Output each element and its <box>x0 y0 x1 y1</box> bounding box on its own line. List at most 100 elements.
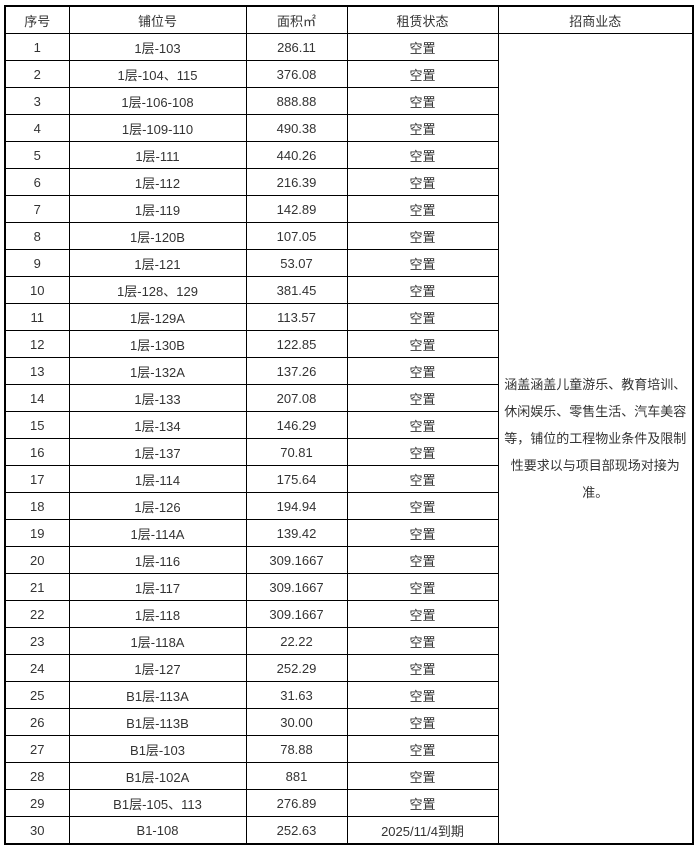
unit-cell: 1层-121 <box>68 249 247 277</box>
seq-cell: 25 <box>4 681 70 709</box>
area-cell: 146.29 <box>245 411 348 439</box>
area-cell: 881 <box>245 762 348 790</box>
area-cell: 142.89 <box>245 195 348 223</box>
status-cell: 空置 <box>346 222 499 250</box>
seq-cell: 27 <box>4 735 70 763</box>
status-cell: 空置 <box>346 546 499 574</box>
area-cell: 381.45 <box>245 276 348 304</box>
seq-cell: 16 <box>4 438 70 466</box>
status-cell: 空置 <box>346 195 499 223</box>
seq-cell: 8 <box>4 222 70 250</box>
table-row: 5 1层-111 440.26 空置 <box>4 141 693 169</box>
area-cell: 175.64 <box>245 465 348 493</box>
status-cell: 空置 <box>346 438 499 466</box>
area-cell: 207.08 <box>245 384 348 412</box>
table-row: 19 1层-114A 139.42 空置 <box>4 519 693 547</box>
seq-cell: 23 <box>4 627 70 655</box>
unit-cell: B1层-113A <box>68 681 247 709</box>
seq-cell: 10 <box>4 276 70 304</box>
area-cell: 107.05 <box>245 222 348 250</box>
header-row: 序号 铺位号 面积㎡ 租赁状态 招商业态 <box>4 5 694 34</box>
table-row: 30 B1-108 252.63 2025/11/4到期 <box>4 816 693 845</box>
status-cell: 空置 <box>346 708 499 736</box>
seq-cell: 28 <box>4 762 70 790</box>
seq-cell: 7 <box>4 195 70 223</box>
status-cell: 空置 <box>346 168 499 196</box>
seq-cell: 26 <box>4 708 70 736</box>
area-cell: 53.07 <box>245 249 348 277</box>
unit-cell: 1层-114A <box>68 519 247 547</box>
status-cell: 空置 <box>346 789 499 817</box>
seq-cell: 24 <box>4 654 70 682</box>
table-row: 27 B1层-103 78.88 空置 <box>4 735 693 763</box>
table-row: 22 1层-118 309.1667 空置 <box>4 600 693 628</box>
status-cell: 空置 <box>346 87 499 115</box>
area-cell: 440.26 <box>245 141 348 169</box>
seq-cell: 22 <box>4 600 70 628</box>
unit-cell: 1层-116 <box>68 546 247 574</box>
table-row: 25 B1层-113A 31.63 空置 <box>4 681 693 709</box>
unit-cell: 1层-126 <box>68 492 247 520</box>
table-row: 7 1层-119 142.89 空置 <box>4 195 693 223</box>
business-type-note: 涵盖涵盖儿童游乐、教育培训、休闲娱乐、零售生活、汽车美容等，铺位的工程物业条件及… <box>504 377 687 500</box>
status-cell: 空置 <box>346 60 499 88</box>
business-type-note-cell: 涵盖涵盖儿童游乐、教育培训、休闲娱乐、零售生活、汽车美容等，铺位的工程物业条件及… <box>497 33 694 845</box>
area-cell: 216.39 <box>245 168 348 196</box>
status-cell: 空置 <box>346 141 499 169</box>
status-cell: 空置 <box>346 654 499 682</box>
area-cell: 888.88 <box>245 87 348 115</box>
table-body: 1 1层-103 286.11 空置 涵盖涵盖儿童游乐、教育培训、休闲娱乐、零售生活、汽… <box>4 33 694 845</box>
table-row: 18 1层-126 194.94 空置 <box>4 492 693 520</box>
status-cell: 空置 <box>346 33 499 61</box>
status-cell: 空置 <box>346 411 499 439</box>
seq-cell: 6 <box>4 168 70 196</box>
area-cell: 122.85 <box>245 330 348 358</box>
table-row: 4 1层-109-110 490.38 空置 <box>4 114 693 142</box>
unit-cell: 1层-104、115 <box>68 60 247 88</box>
seq-cell: 4 <box>4 114 70 142</box>
seq-cell: 15 <box>4 411 70 439</box>
area-cell: 286.11 <box>245 33 348 61</box>
seq-cell: 19 <box>4 519 70 547</box>
seq-cell: 2 <box>4 60 70 88</box>
seq-cell: 13 <box>4 357 70 385</box>
unit-cell: 1层-106-108 <box>68 87 247 115</box>
unit-cell: B1层-102A <box>68 762 247 790</box>
table-row: 8 1层-120B 107.05 空置 <box>4 222 693 250</box>
unit-cell: 1层-118 <box>68 600 247 628</box>
table-row: 20 1层-116 309.1667 空置 <box>4 546 693 574</box>
status-cell: 空置 <box>346 303 499 331</box>
status-cell: 空置 <box>346 357 499 385</box>
seq-cell: 9 <box>4 249 70 277</box>
unit-cell: 1层-129A <box>68 303 247 331</box>
unit-cell: 1层-133 <box>68 384 247 412</box>
unit-cell: 1层-137 <box>68 438 247 466</box>
unit-cell: B1层-105、113 <box>68 789 247 817</box>
status-cell: 空置 <box>346 735 499 763</box>
area-cell: 113.57 <box>245 303 348 331</box>
area-cell: 137.26 <box>245 357 348 385</box>
status-cell: 空置 <box>346 492 499 520</box>
status-cell: 空置 <box>346 465 499 493</box>
status-cell: 空置 <box>346 384 499 412</box>
area-cell: 309.1667 <box>245 600 348 628</box>
table-row: 26 B1层-113B 30.00 空置 <box>4 708 693 736</box>
seq-cell: 14 <box>4 384 70 412</box>
unit-cell: 1层-132A <box>68 357 247 385</box>
area-cell: 194.94 <box>245 492 348 520</box>
table-row: 10 1层-128、129 381.45 空置 <box>4 276 693 304</box>
unit-cell: 1层-117 <box>68 573 247 601</box>
table-row: 9 1层-121 53.07 空置 <box>4 249 693 277</box>
table-row: 24 1层-127 252.29 空置 <box>4 654 693 682</box>
area-cell: 490.38 <box>245 114 348 142</box>
seq-cell: 30 <box>4 816 70 845</box>
unit-cell: 1层-111 <box>68 141 247 169</box>
unit-cell: 1层-118A <box>68 627 247 655</box>
unit-cell: 1层-128、129 <box>68 276 247 304</box>
area-cell: 78.88 <box>245 735 348 763</box>
unit-cell: 1层-109-110 <box>68 114 247 142</box>
area-cell: 276.89 <box>245 789 348 817</box>
table-row: 15 1层-134 146.29 空置 <box>4 411 693 439</box>
table-row: 6 1层-112 216.39 空置 <box>4 168 693 196</box>
seq-cell: 17 <box>4 465 70 493</box>
